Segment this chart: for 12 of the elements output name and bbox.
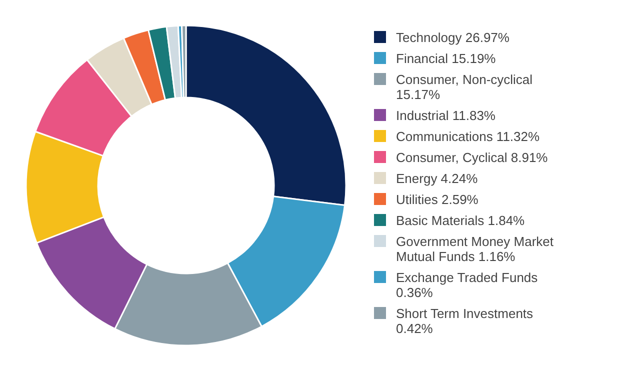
legend-label: Short Term Investments 0.42%: [396, 306, 534, 336]
legend-label: Utilities 2.59%: [396, 192, 478, 206]
legend-label: Technology 26.97%: [396, 30, 510, 44]
legend-label: Financial 15.19%: [396, 50, 496, 66]
legend-label: Basic Materials 1.84%: [396, 212, 525, 228]
legend-label: Energy 4.24%: [396, 170, 478, 186]
legend-label: Consumer, Non-cyclical 15.17%: [396, 72, 534, 102]
legend-label: Government Money Market Mutual Funds 1.16%: [396, 234, 555, 264]
legend-label: Exchange Traded Funds 0.36%: [396, 270, 539, 300]
legend-label: Consumer, Cyclical 8.91%: [396, 150, 548, 164]
legend-label: Industrial 11.83%: [396, 108, 496, 122]
legend-label: Communications 11.32%: [396, 128, 540, 144]
